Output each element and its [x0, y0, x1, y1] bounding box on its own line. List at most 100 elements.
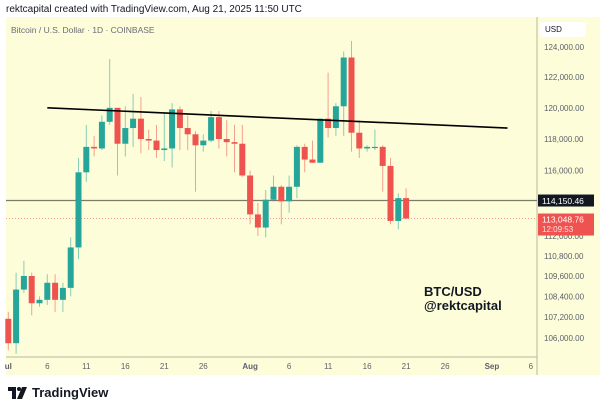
candle	[13, 272, 20, 354]
candle	[5, 311, 12, 351]
chart-area[interactable]	[6, 17, 600, 375]
candle	[215, 110, 222, 149]
candle-body	[44, 282, 51, 300]
candle	[325, 72, 332, 138]
candle-body	[387, 165, 394, 221]
candle	[364, 145, 371, 152]
candle-body	[262, 199, 269, 228]
candle-body	[254, 214, 261, 228]
time-tick-label: 21	[160, 362, 169, 371]
candle	[91, 135, 98, 157]
candle	[122, 106, 129, 157]
candle-body	[28, 275, 35, 304]
candle	[395, 193, 402, 230]
price-tick-label: 112,000.00	[544, 232, 584, 241]
candle	[83, 124, 90, 182]
candle-body	[348, 57, 355, 133]
candle-body	[403, 198, 410, 219]
candle	[223, 120, 230, 157]
last-price-badge	[538, 213, 594, 236]
candle-body	[36, 299, 43, 304]
price-tick-label: 107,200.00	[544, 313, 585, 322]
candle	[371, 129, 378, 151]
candle-body	[239, 143, 246, 176]
price-tick-label: 120,000.00	[544, 104, 585, 113]
candle-body	[395, 198, 402, 221]
candle-body	[215, 117, 222, 140]
candle-body	[231, 142, 238, 144]
candle	[309, 140, 316, 163]
candle-body	[364, 146, 371, 149]
time-tick-label: 16	[121, 362, 130, 371]
candle-body	[153, 140, 160, 151]
annotation-line-2: @rektcapital	[424, 298, 502, 313]
candle-body	[317, 118, 324, 163]
candle-body	[247, 175, 254, 215]
candle	[301, 143, 308, 173]
time-tick-label: Sep	[485, 362, 500, 371]
candle-body	[200, 140, 207, 146]
currency-button[interactable]: USD	[540, 22, 586, 37]
time-tick-label: 11	[82, 362, 91, 371]
time-tick-label: 26	[199, 362, 208, 371]
last-price-label: 113,048.76	[542, 215, 584, 225]
candle-body	[114, 107, 121, 144]
price-tick-label: 116,000.00	[544, 167, 584, 176]
candle	[137, 97, 144, 154]
candle	[67, 237, 74, 297]
tradingview-logo[interactable]: TradingView	[8, 385, 108, 400]
candle	[36, 296, 43, 307]
candle	[44, 274, 51, 305]
level-price-badge	[538, 194, 594, 207]
candle-body	[286, 186, 293, 202]
candle-body	[130, 118, 137, 129]
candle-body	[192, 134, 199, 146]
candle-body	[67, 247, 74, 288]
candle	[75, 157, 82, 260]
candle	[28, 272, 35, 316]
candle	[114, 107, 121, 176]
candle	[379, 145, 386, 192]
logo-text: TradingView	[32, 385, 109, 400]
candle	[52, 274, 59, 312]
candle	[192, 131, 199, 192]
candle-body	[332, 106, 339, 129]
candle-body	[223, 139, 230, 143]
price-tick-label: 110,800.00	[544, 252, 584, 261]
candle	[247, 170, 254, 225]
candle-body	[98, 121, 105, 149]
candle	[340, 51, 347, 136]
time-tick-label: 6	[529, 362, 534, 371]
candle-body	[379, 146, 386, 166]
tradingview-logo-icon	[8, 386, 27, 399]
candle	[20, 260, 27, 293]
candle	[278, 185, 285, 225]
candle-body	[270, 186, 277, 200]
time-tick-label: Aug	[242, 362, 258, 371]
candle-body	[169, 109, 176, 149]
level-price-label: 114,150.46	[542, 196, 584, 206]
candle	[184, 115, 191, 151]
price-tick-label: 122,000.00	[544, 73, 585, 82]
candle-body	[184, 128, 191, 135]
symbol-title: Bitcoin / U.S. Dollar · 1D · COINBASE	[11, 25, 155, 35]
candle-body	[301, 146, 308, 160]
candle-body	[137, 118, 144, 140]
time-tick-label: 6	[45, 362, 50, 371]
candle	[270, 175, 277, 202]
candle	[254, 202, 261, 236]
candle	[387, 157, 394, 225]
candle-body	[122, 128, 129, 144]
candle	[59, 282, 66, 312]
candle	[145, 129, 152, 151]
candle	[286, 175, 293, 213]
price-tick-label: 108,400.00	[544, 292, 585, 301]
candle	[98, 115, 105, 151]
candle-body	[208, 117, 215, 141]
candle-body	[91, 146, 98, 149]
candle-body	[83, 146, 90, 173]
price-tick-label: 124,000.00	[544, 43, 585, 52]
candle	[130, 93, 137, 147]
time-tick-label: 6	[287, 362, 292, 371]
